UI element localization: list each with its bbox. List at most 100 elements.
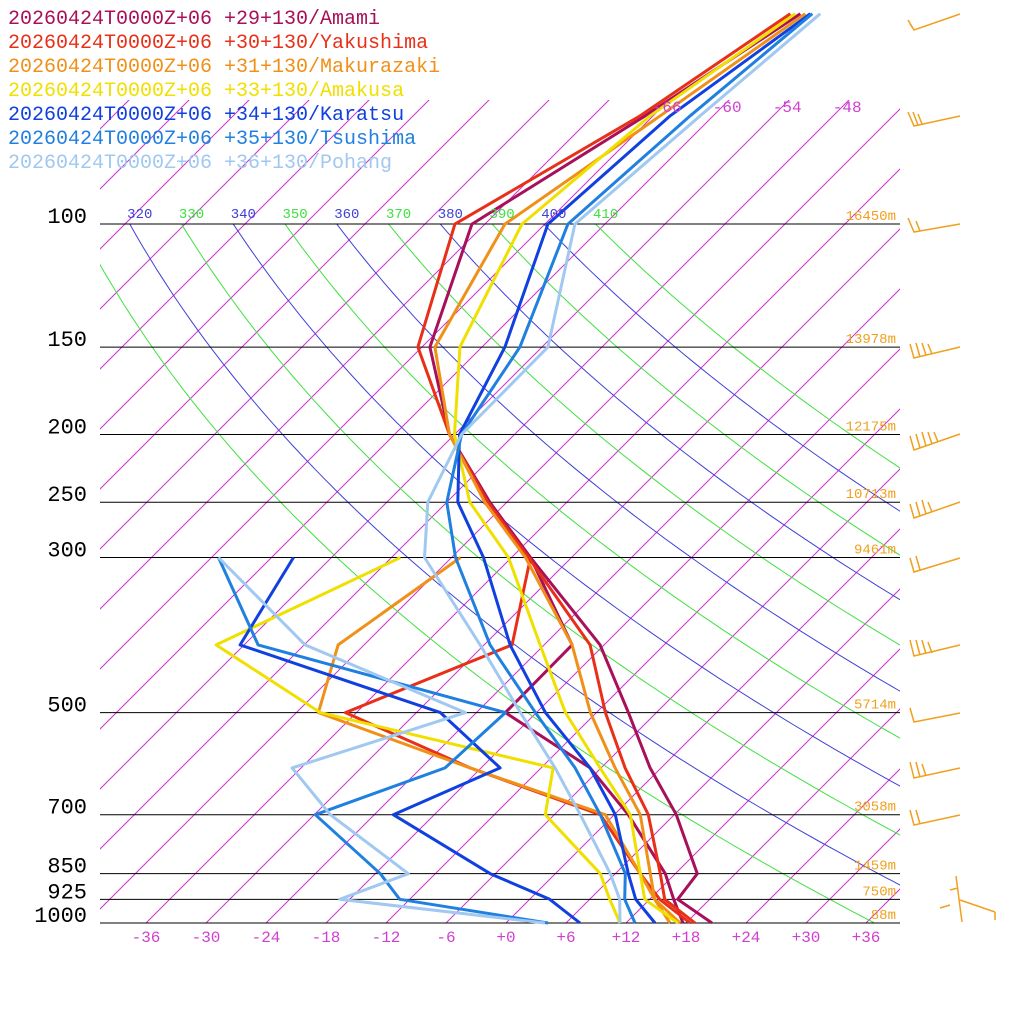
wind-barb	[909, 431, 961, 451]
isotherm-label: -54	[773, 99, 802, 117]
adiabat-label: 380	[438, 207, 463, 223]
height-label: 750m	[862, 884, 896, 900]
x-tick-label: -12	[372, 929, 401, 947]
isotherm	[505, 528, 900, 923]
x-tick-label: -24	[252, 929, 281, 947]
legend-entry: 20260424T0000Z+06 +33+130/Amakusa	[8, 80, 404, 103]
wind-barb	[909, 639, 961, 657]
y-tick-label: 150	[47, 328, 87, 353]
wind-barb	[907, 217, 961, 233]
isotherm	[325, 348, 900, 923]
y-tick-label: 925	[47, 880, 87, 905]
dry-adiabat	[491, 224, 900, 556]
x-tick-label: -18	[312, 929, 341, 947]
y-tick-label: 100	[47, 205, 87, 230]
temperature-line	[456, 12, 812, 924]
isotherm	[685, 708, 900, 923]
isotherm	[100, 100, 610, 610]
x-tick-label: -30	[192, 929, 221, 947]
dry-adiabat	[181, 224, 900, 836]
wind-barb	[907, 13, 961, 31]
legend-entry: 20260424T0000Z+06 +35+130/Tsushima	[8, 128, 416, 151]
wind-barb	[939, 875, 996, 923]
dry-adiabat	[543, 224, 900, 512]
temperature-line	[453, 12, 797, 925]
dewpoint-line	[217, 556, 549, 925]
dry-adiabat	[129, 224, 900, 886]
wind-barb	[909, 555, 961, 573]
y-tick-label: 250	[47, 483, 87, 508]
temperature-line	[445, 12, 814, 924]
isotherm	[100, 100, 190, 190]
dry-adiabat	[336, 224, 900, 692]
isotherm	[100, 100, 850, 850]
x-tick-label: -6	[436, 929, 455, 947]
isotherm	[100, 100, 490, 490]
isotherm	[100, 100, 310, 310]
x-tick-label: +6	[556, 929, 575, 947]
wind-barb	[909, 761, 961, 779]
height-label: 12175m	[846, 419, 896, 435]
dewpoint-line	[214, 556, 622, 924]
adiabat-label: 370	[386, 207, 411, 223]
adiabat-label: 330	[179, 207, 204, 223]
legend-entry: 20260424T0000Z+06 +31+130/Makurazaki	[8, 56, 440, 79]
y-tick-label: 500	[47, 694, 87, 719]
height-label: 5714m	[854, 698, 896, 714]
x-tick-label: +24	[732, 929, 761, 947]
x-tick-label: +0	[496, 929, 515, 947]
isotherm	[805, 828, 900, 923]
height-label: 16450m	[846, 209, 896, 225]
dry-adiabat	[284, 224, 900, 739]
legend-entry: 20260424T0000Z+06 +36+130/Pohang	[8, 152, 392, 175]
wind-barb	[909, 707, 961, 723]
isotherm	[100, 100, 250, 250]
temperature-line	[416, 12, 792, 925]
isotherm-label: -60	[713, 99, 742, 117]
adiabat-label: 320	[127, 207, 152, 223]
isotherm	[100, 100, 730, 730]
legend-entry: 20260424T0000Z+06 +29+130/Amami	[8, 8, 380, 31]
height-label: 9461m	[854, 543, 896, 559]
isotherm	[385, 408, 900, 923]
dry-adiabat	[595, 224, 900, 469]
dry-adiabat	[232, 224, 900, 787]
x-tick-label: +30	[792, 929, 821, 947]
temperature-line	[433, 12, 807, 925]
dry-adiabat	[388, 224, 900, 646]
x-tick-label: -36	[132, 929, 161, 947]
adiabat-label: 310	[75, 207, 100, 223]
adiabat-label: 410	[593, 207, 618, 223]
wind-barb	[909, 499, 961, 519]
height-label: 1459m	[854, 859, 896, 875]
isotherm	[265, 288, 900, 923]
x-tick-label: +18	[672, 929, 701, 947]
height-label: 88m	[871, 908, 896, 924]
wind-barb	[909, 809, 961, 826]
wind-barb	[907, 111, 961, 127]
adiabat-label: 360	[334, 207, 359, 223]
isotherm	[145, 168, 900, 923]
y-tick-label: 300	[47, 539, 87, 564]
height-label: 10713m	[846, 487, 896, 503]
wind-barbs	[907, 13, 996, 923]
x-tick-label: +36	[852, 929, 881, 947]
wind-barb	[909, 342, 961, 359]
y-tick-label: 700	[47, 796, 87, 821]
dry-adiabats	[100, 224, 900, 923]
legend-entry: 20260424T0000Z+06 +34+130/Karatsu	[8, 104, 404, 127]
profiles	[214, 12, 822, 925]
dewpoint-line	[217, 556, 546, 925]
height-label: 3058m	[854, 800, 896, 816]
isotherm	[100, 108, 900, 910]
adiabat-label: 350	[282, 207, 307, 223]
dry-adiabat	[100, 263, 875, 923]
isotherm	[100, 100, 790, 790]
isotherm	[205, 228, 900, 923]
isotherm-label: -48	[833, 99, 862, 117]
x-tick-label: +12	[612, 929, 641, 947]
dewpoint-line	[503, 556, 685, 924]
y-tick-label: 200	[47, 415, 87, 440]
dry-adiabat	[439, 224, 900, 601]
